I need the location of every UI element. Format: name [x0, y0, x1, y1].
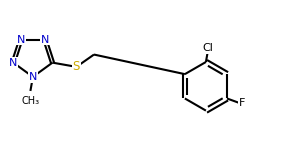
Text: N: N: [41, 35, 49, 45]
Text: F: F: [239, 98, 246, 108]
Text: N: N: [29, 72, 37, 82]
Text: N: N: [9, 58, 17, 68]
Text: Cl: Cl: [202, 43, 213, 53]
Text: CH₃: CH₃: [21, 96, 39, 106]
Text: S: S: [73, 60, 80, 73]
Text: N: N: [17, 35, 25, 45]
